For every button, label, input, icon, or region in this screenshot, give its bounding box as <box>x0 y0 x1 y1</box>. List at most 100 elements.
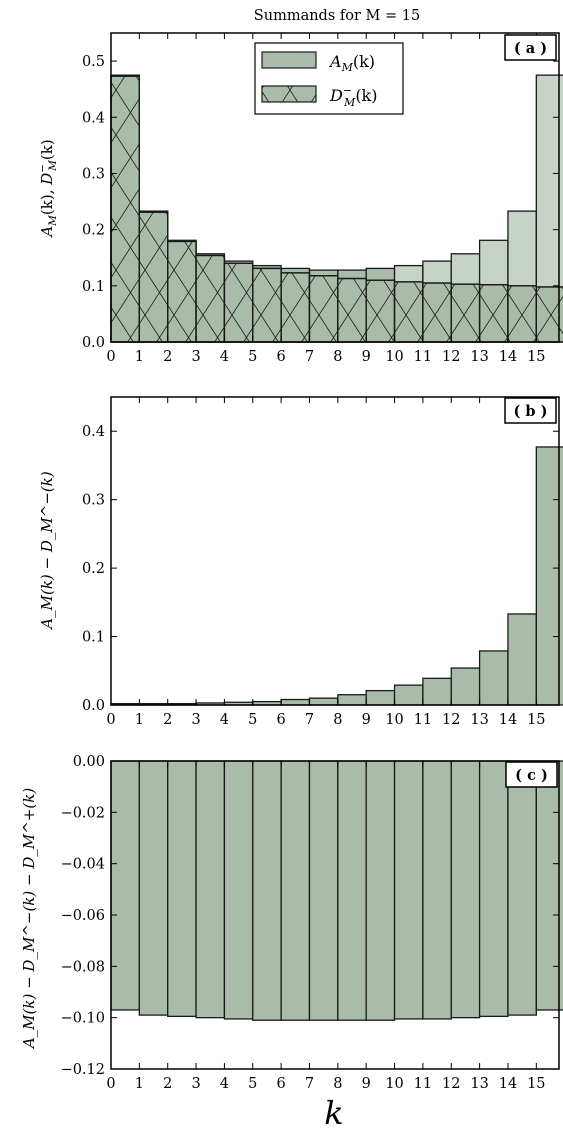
ytick-label-panel-c-4: −0.08 <box>61 959 105 975</box>
legend-swatch-d-hatch <box>262 86 316 102</box>
xtick-label-panel-c-0: 0 <box>106 1076 115 1092</box>
panel-c-yticks: 0.00 −0.02 −0.04 −0.06 −0.08 −0.10 −0.12 <box>61 754 559 1078</box>
xtick-label-panel-b-3: 3 <box>191 712 200 728</box>
ytick-label-panel-b-2: 0.2 <box>82 561 105 577</box>
xtick-label-panel-a-3: 3 <box>191 349 200 365</box>
bar-panel-c-s0-k14 <box>507 760 537 1016</box>
xtick-label-panel-b-10: 10 <box>385 712 403 728</box>
bar-panel-b-s0-k12 <box>450 667 481 706</box>
bar-panel-c-s0-k8 <box>337 760 367 1021</box>
xtick-label-panel-a-8: 8 <box>333 349 342 365</box>
xtick-label-panel-a-13: 13 <box>470 349 488 365</box>
panel-a-frame <box>110 32 560 343</box>
bar-hatch-k9 <box>365 279 396 343</box>
xtick-label-panel-c-12: 12 <box>442 1076 460 1092</box>
xtick-label-panel-a-12: 12 <box>442 349 460 365</box>
legend-label-d: D− M(k) <box>329 84 378 109</box>
xtick-label-panel-c-9: 9 <box>362 1076 371 1092</box>
bar-panel-c-s0-k6 <box>280 760 311 1021</box>
bar-hatch-k3 <box>195 254 226 343</box>
xtick-label-panel-c-3: 3 <box>191 1076 200 1092</box>
bar-panel-c-s0-k2 <box>167 760 197 1018</box>
bar-panel-c-s0-k3 <box>195 760 226 1019</box>
xtick-label-panel-b-6: 6 <box>277 712 286 728</box>
bar-panel-c-s0-k4 <box>223 760 254 1020</box>
legend-label-a: AM(k) <box>328 52 375 74</box>
figure-title: Summands for M = 15 <box>254 8 420 24</box>
bar-hatch-k7 <box>308 275 339 343</box>
xtick-label-panel-b-2: 2 <box>163 712 172 728</box>
panel-a-bars <box>110 74 563 343</box>
xtick-label-panel-b-13: 13 <box>470 712 488 728</box>
panel-a-yticks: 0.0 0.1 0.2 0.3 0.4 0.5 <box>82 54 559 351</box>
bar-hatch-k13 <box>478 284 509 343</box>
xtick-label-panel-b-5: 5 <box>248 712 257 728</box>
xtick-label-panel-a-9: 9 <box>362 349 371 365</box>
xtick-label-panel-a-7: 7 <box>305 349 314 365</box>
xtick-label-panel-b-4: 4 <box>220 712 229 728</box>
xtick-label-panel-c-4: 4 <box>220 1076 229 1092</box>
xtick-label-panel-b-1: 1 <box>135 712 144 728</box>
panel-c-ylabel: A_M(k) − D_M^−(k) − D_M^+(k) <box>20 788 38 1050</box>
ytick-label-panel-b-1: 0.1 <box>82 630 105 646</box>
xtick-label-panel-c-5: 5 <box>248 1076 257 1092</box>
panel-a-ylabel: AM(k), D−M(k) <box>37 139 59 238</box>
panel-c-bars <box>110 760 563 1021</box>
xtick-label-panel-a-4: 4 <box>220 349 229 365</box>
bar-hatch-k14 <box>507 285 537 343</box>
xtick-label-panel-b-15: 15 <box>527 712 545 728</box>
panel-b-ylabel: A_M(k) − D_M^−(k) <box>38 471 56 631</box>
xtick-label-panel-c-13: 13 <box>470 1076 488 1092</box>
legend-swatch-a <box>261 51 317 69</box>
xtick-label-panel-a-14: 14 <box>499 349 517 365</box>
ytick-label-panel-b-4: 0.4 <box>82 424 105 440</box>
panel-a-xticks: 0 1 2 3 4 5 6 7 8 9 10 11 12 13 14 15 <box>106 33 546 365</box>
panel-b-bars <box>110 446 563 706</box>
bar-hatch-k0 <box>110 75 141 343</box>
panel-b-xticks: 0 1 2 3 4 5 6 7 8 9 10 11 12 13 14 15 <box>106 397 546 728</box>
x-axis-label: k <box>324 1094 343 1132</box>
bar-panel-c-s0-k12 <box>450 760 481 1019</box>
xtick-label-panel-c-14: 14 <box>499 1076 517 1092</box>
panel-a: 0.00.10.20.30.40.5 0 1 2 3 4 5 6 7 8 9 10 11 12 13 14 1… <box>37 32 563 365</box>
bar-panel-c-s0-k5 <box>252 760 282 1021</box>
xtick-label-panel-b-7: 7 <box>305 712 314 728</box>
xtick-label-panel-c-8: 8 <box>333 1076 342 1092</box>
panel-b-tag-text: ( b ) <box>514 403 548 420</box>
panel-b-tag: ( b ) <box>504 397 557 424</box>
bar-hatch-k6 <box>280 272 311 343</box>
ytick-label-panel-a-1: 0.1 <box>82 279 105 295</box>
xtick-label-panel-c-2: 2 <box>163 1076 172 1092</box>
bar-panel-b-s0-k6 <box>280 698 311 706</box>
ytick-label-panel-c-5: −0.10 <box>61 1011 105 1027</box>
xtick-label-panel-c-11: 11 <box>414 1076 432 1092</box>
bar-hatch-k10 <box>393 281 424 343</box>
xtick-label-panel-a-2: 2 <box>163 349 172 365</box>
ytick-label-panel-a-3: 0.3 <box>82 166 105 182</box>
xtick-label-panel-a-15: 15 <box>527 349 545 365</box>
bar-panel-b-s0-k11 <box>422 677 452 706</box>
panel-c-tag-text: ( c ) <box>515 767 548 784</box>
bar-panel-c-s0-k13 <box>478 760 509 1018</box>
xtick-label-panel-b-12: 12 <box>442 712 460 728</box>
bar-panel-c-s0-k0 <box>110 760 141 1011</box>
xtick-label-panel-b-11: 11 <box>414 712 432 728</box>
ytick-label-panel-c-2: −0.04 <box>61 857 105 873</box>
xtick-label-panel-c-1: 1 <box>135 1076 144 1092</box>
bar-hatch-k5 <box>252 267 282 343</box>
panel-c-xticks: 0 1 2 3 4 5 6 7 8 9 10 11 12 13 14 15 <box>106 761 546 1092</box>
xtick-label-panel-a-6: 6 <box>277 349 286 365</box>
bar-panel-b-s0-k7 <box>308 697 339 706</box>
xtick-label-panel-a-11: 11 <box>414 349 432 365</box>
panel-b-yticks: 0.0 0.1 0.2 0.3 0.4 <box>82 424 559 714</box>
bar-panel-c-s0-k7 <box>308 760 339 1021</box>
ytick-label-panel-c-0: 0.00 <box>73 754 105 770</box>
ytick-label-panel-a-0: 0.0 <box>82 335 105 351</box>
xtick-label-panel-a-10: 10 <box>385 349 403 365</box>
panel-a-tag: ( a ) <box>504 34 557 61</box>
xtick-label-panel-b-0: 0 <box>106 712 115 728</box>
bar-panel-b-s0-k13 <box>478 650 509 706</box>
bar-hatch-k8 <box>337 277 367 343</box>
